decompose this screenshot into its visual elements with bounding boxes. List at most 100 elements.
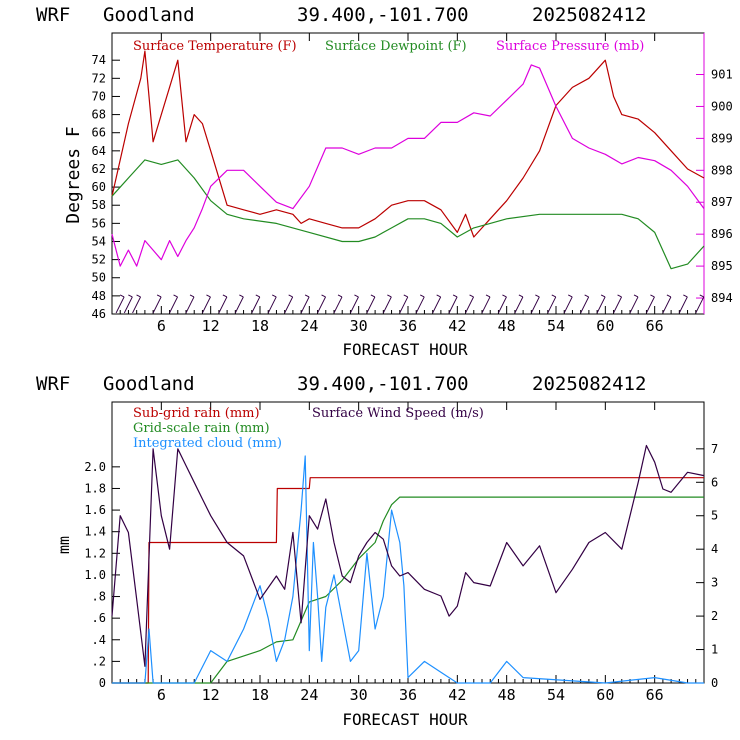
wind-barb-flag: [683, 294, 688, 298]
surface-temperature-f-line: [111, 50, 705, 238]
x-tick-label: 30: [350, 317, 368, 335]
x-tick-label: 66: [646, 686, 664, 704]
y-tick-label: 74: [92, 53, 106, 67]
wind-barb-flag: [288, 294, 293, 298]
legend-surface-pressure: Surface Pressure (mb): [496, 39, 644, 54]
panel2-x-axis-label: FORECAST HOUR: [342, 710, 468, 729]
grid-scale-rain-mm-line: [112, 496, 704, 684]
wind-barb: [317, 296, 327, 314]
wind-barb-flag: [189, 294, 195, 298]
wind-barb: [481, 296, 491, 314]
wind-barb: [300, 296, 310, 314]
wind-barb: [251, 296, 261, 314]
panel2-location: 39.400,-101.700: [297, 373, 469, 395]
wind-barb: [629, 296, 639, 314]
wind-barb: [218, 296, 228, 314]
x-tick-label: 6: [157, 686, 166, 704]
wind-barb: [596, 296, 606, 314]
y-tick-label: .2: [92, 654, 106, 668]
wind-barb: [132, 296, 142, 314]
wind-barb: [695, 296, 705, 314]
wind-barb-flag: [403, 294, 409, 298]
wind-barb-flag: [222, 294, 228, 298]
y2-tick-label: 7: [711, 442, 718, 456]
temperature-panel: WRF Goodland 39.400,-101.700 2025082412 …: [36, 4, 733, 359]
wind-barb-flag: [650, 294, 655, 298]
wind-barb: [284, 296, 294, 314]
integrated-cloud-mm-line: [112, 455, 704, 684]
x-tick-label: 54: [547, 686, 565, 704]
y2-tick-label: 0: [711, 676, 718, 690]
y2-tick-label: 6: [711, 475, 718, 489]
wind-barb-flag: [271, 294, 277, 298]
wind-barb: [201, 296, 211, 314]
x-tick-label: 42: [448, 686, 466, 704]
y-tick-label: 1.8: [84, 481, 106, 495]
y2-tick-label: 894: [711, 291, 733, 305]
x-tick-label: 30: [350, 686, 368, 704]
wind-barb-flag: [387, 294, 392, 298]
wind-barb: [432, 296, 442, 314]
x-tick-label: 24: [300, 317, 318, 335]
wind-barb-flag: [354, 294, 359, 298]
y-tick-label: 52: [92, 253, 106, 267]
y2-tick-label: 901: [711, 68, 733, 82]
wind-barb: [678, 296, 688, 314]
wind-barb: [234, 296, 244, 314]
wind-barb: [349, 296, 359, 314]
panel2-y-axis-label: mm: [55, 536, 73, 554]
wind-barb-flag: [617, 294, 622, 298]
wind-barb: [448, 296, 458, 314]
wind-barb-flag: [239, 294, 244, 298]
wind-barb: [497, 296, 507, 314]
panel1-location: 39.400,-101.700: [297, 4, 469, 26]
wind-barb-flag: [567, 294, 573, 298]
y-tick-label: 0: [99, 676, 106, 690]
wind-barb-flag: [419, 294, 425, 298]
wind-barb: [580, 296, 590, 314]
x-tick-label: 6: [157, 317, 166, 335]
surface-dewpoint-f-line: [111, 159, 705, 270]
wind-barb-flag: [518, 294, 524, 298]
y-tick-label: .8: [92, 590, 106, 604]
wind-barb-flag: [584, 294, 589, 298]
legend-surface-wind-speed: Surface Wind Speed (m/s): [312, 406, 484, 421]
panel2-station: Goodland: [103, 373, 195, 395]
y-tick-label: 1.4: [84, 525, 106, 539]
panel2-series: [111, 444, 705, 684]
panel1-x-axis-label: FORECAST HOUR: [342, 340, 468, 359]
wind-barb-flag: [600, 294, 606, 298]
wind-barb-flag: [633, 294, 639, 298]
y-tick-label: 50: [92, 271, 106, 285]
legend-gridscale-rain: Grid-scale rain (mm): [133, 421, 270, 436]
wind-barbs: [115, 294, 705, 314]
y2-tick-label: 4: [711, 542, 718, 556]
y-tick-label: 68: [92, 108, 106, 122]
x-tick-label: 12: [202, 686, 220, 704]
x-tick-label: 60: [596, 686, 614, 704]
panel1-station: Goodland: [103, 4, 195, 26]
panel2-init-time: 2025082412: [532, 373, 646, 395]
wind-barb: [613, 296, 623, 314]
x-tick-label: 66: [646, 317, 664, 335]
panel2-axes: 6 12 18 24 30 36 42 48 54 60 660.2.4.6.81.01.21.41…: [84, 402, 718, 704]
sub-grid-rain-mm-line: [112, 477, 704, 684]
y-tick-label: 64: [92, 144, 106, 158]
panel1-y-axis-label: Degrees F: [63, 126, 84, 224]
wind-barb-flag: [321, 294, 326, 298]
panel2-model: WRF: [36, 373, 70, 395]
y-tick-label: 72: [92, 71, 106, 85]
panel1-init-time: 2025082412: [532, 4, 646, 26]
wind-barb-flag: [551, 294, 557, 298]
x-tick-label: 42: [448, 317, 466, 335]
x-tick-label: 18: [251, 686, 269, 704]
wind-barb-flag: [136, 294, 141, 298]
panel1-plot-frame: [111, 32, 705, 315]
wind-barb: [185, 296, 195, 314]
y2-tick-label: 897: [711, 195, 733, 209]
y-tick-label: 1.0: [84, 568, 106, 582]
wind-barb: [123, 296, 133, 314]
legend-surface-dewpoint: Surface Dewpoint (F): [325, 39, 467, 54]
y-tick-label: 2.0: [84, 460, 106, 474]
